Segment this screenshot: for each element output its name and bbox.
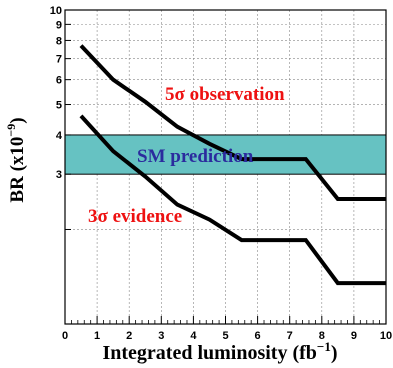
x-tick-label: 2 — [126, 330, 132, 342]
y-tick-label: 6 — [56, 75, 62, 87]
series-lines — [79, 44, 386, 286]
x-tick-label: 1 — [94, 330, 100, 342]
x-tick-label: 4 — [190, 330, 197, 342]
x-tick-label: 6 — [255, 330, 261, 342]
series-line-3sigma — [79, 114, 386, 286]
x-axis-title: Integrated luminosity (fb−1) — [102, 339, 337, 364]
y-tick-label: 5 — [56, 100, 62, 112]
y-tick-label: 3 — [56, 169, 62, 181]
x-tick-label: 3 — [158, 330, 164, 342]
y-tick-label: 9 — [56, 19, 62, 31]
y-tick-label: 10 — [50, 5, 62, 17]
x-tick-label: 5 — [222, 330, 228, 342]
y-axis-ticks: 3 4 5 6 7 8 9 10 — [50, 5, 75, 325]
x-tick-label: 7 — [287, 330, 293, 342]
series-label-3sigma: 3σ evidence — [88, 206, 182, 227]
y-tick-label: 4 — [56, 130, 63, 142]
x-tick-label: 9 — [351, 330, 357, 342]
series-label-5sigma: 5σ observation — [165, 84, 285, 105]
x-tick-label: 0 — [62, 330, 68, 342]
x-axis-ticks: 0 1 2 3 4 5 6 7 8 9 10 — [62, 316, 392, 342]
band-label-sm-prediction: SM prediction — [137, 146, 254, 167]
y-axis-title: BR (x10−9) — [4, 117, 28, 202]
series-line-5sigma — [79, 44, 386, 201]
y-tick-label: 7 — [56, 54, 62, 66]
x-tick-label: 8 — [319, 330, 325, 342]
y-tick-label: 8 — [56, 35, 62, 47]
x-tick-label: 10 — [380, 330, 392, 342]
